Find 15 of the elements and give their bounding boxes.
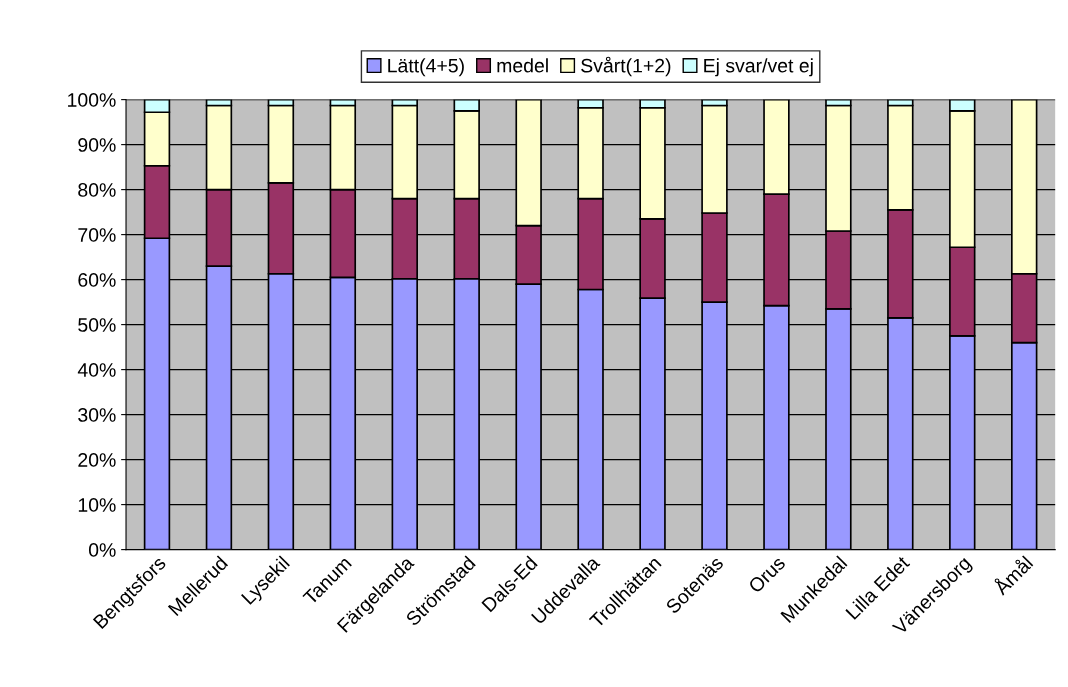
y-tick-label: 50% [78,318,116,332]
y-tick-label: 80% [78,183,116,197]
y-tick-label: 20% [78,453,116,467]
y-tick-label: 10% [78,498,116,512]
legend-label: Ej svar/vet ej [704,58,813,77]
y-tick-label: 30% [78,408,116,422]
y-tick-label: 70% [78,228,116,242]
legend-label: Lätt(4+5) [388,58,464,77]
y-tick-label: 40% [77,363,116,377]
y-tick-label: 90% [78,138,116,152]
legend-label: Svårt(1+2) [581,56,671,77]
y-tick-label: 60% [78,273,116,287]
y-tick-label: 0% [88,543,116,557]
y-tick-label: 100% [68,93,116,107]
legend-label: medel [497,58,548,73]
